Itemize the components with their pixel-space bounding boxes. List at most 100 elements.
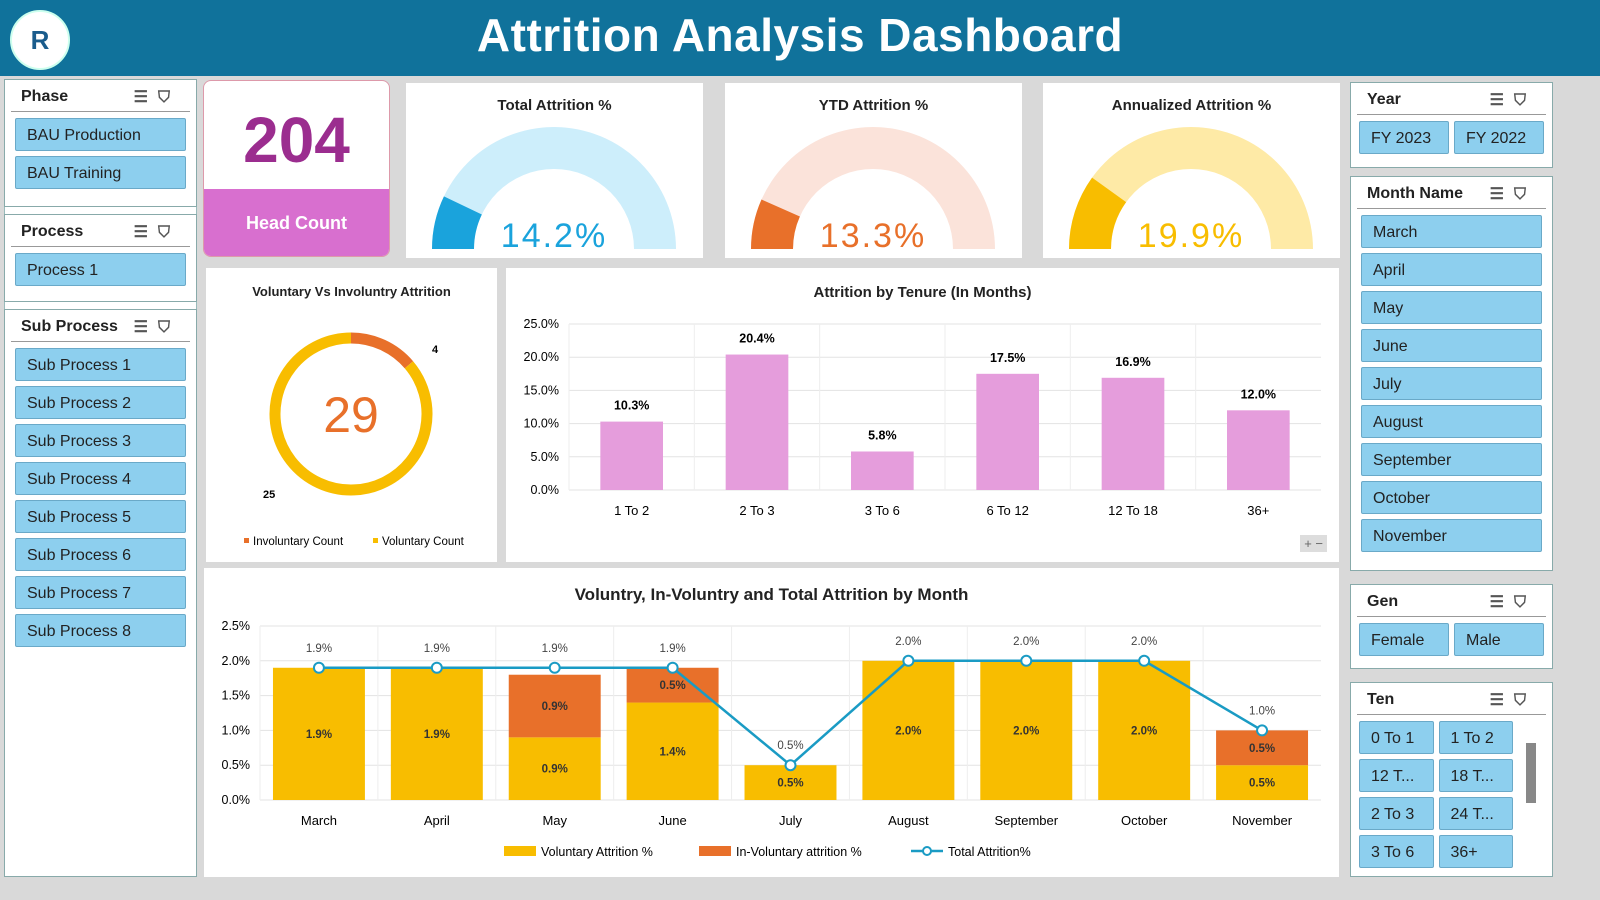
slicer-process: Process ☰⛉ Process 1: [4, 214, 197, 302]
slicer-item[interactable]: August: [1361, 405, 1542, 438]
gauge-title: YTD Attrition %: [818, 97, 929, 114]
slicer-item[interactable]: November: [1361, 519, 1542, 552]
slicer-item[interactable]: 2 To 3: [1359, 797, 1434, 830]
slicer-item[interactable]: Process 1: [15, 253, 186, 286]
clear-filter-icon[interactable]: ⛉: [1513, 691, 1536, 709]
line-point: [784, 759, 797, 772]
slicer-item[interactable]: 0 To 1: [1359, 721, 1434, 754]
slicer-item[interactable]: 1 To 2: [1438, 721, 1513, 754]
gauge-value: 14.2%: [501, 217, 607, 255]
slicer-item[interactable]: September: [1361, 443, 1542, 476]
bar: [600, 421, 663, 490]
x-tick-label: September: [994, 813, 1058, 828]
gauge-card: Total Attrition % 14.2%: [406, 83, 703, 258]
data-label: 0.5%: [777, 740, 803, 752]
slicer-item[interactable]: Sub Process 5: [15, 500, 186, 533]
slicer-item[interactable]: BAU Production: [15, 118, 186, 151]
slicer-item[interactable]: 3 To 6: [1359, 835, 1434, 868]
gauge-fill: [432, 196, 482, 249]
bar-segment: [390, 667, 483, 800]
x-tick-label: 36+: [1247, 503, 1269, 518]
data-label: 0.5%: [1249, 778, 1275, 790]
multi-select-icon[interactable]: ☰: [1489, 91, 1514, 109]
slicer-item[interactable]: April: [1361, 253, 1542, 286]
data-label: 5.8%: [868, 428, 897, 442]
gauge-card: YTD Attrition % 13.3%: [725, 83, 1022, 258]
x-tick-label: 12 To 18: [1108, 503, 1158, 518]
y-tick-label: 25.0%: [524, 317, 559, 331]
slicer-item[interactable]: 24 T...: [1438, 797, 1513, 830]
gauge-fill: [1069, 177, 1127, 249]
bar-segment: [508, 737, 601, 800]
data-label: 0.5%: [660, 680, 686, 692]
slicer-item[interactable]: BAU Training: [15, 156, 186, 189]
slicer-item[interactable]: FY 2022: [1454, 121, 1544, 154]
legend-label: Voluntary Count: [382, 536, 465, 548]
slicer-item[interactable]: March: [1361, 215, 1542, 248]
line-point: [1138, 654, 1151, 667]
slicer-item[interactable]: 12 T...: [1359, 759, 1434, 792]
slicer-month: Month Name ☰⛉ March April May June July August S…: [1350, 176, 1553, 571]
data-label: 1.0%: [1249, 705, 1275, 717]
scrollbar[interactable]: [1526, 743, 1536, 803]
slicer-item[interactable]: 18 T...: [1438, 759, 1513, 792]
data-label: 2.0%: [1013, 725, 1039, 737]
data-label: 1.9%: [660, 643, 686, 655]
slicer-item[interactable]: Sub Process 4: [15, 462, 186, 495]
slicer-item[interactable]: June: [1361, 329, 1542, 362]
slicer-item[interactable]: Sub Process 1: [15, 348, 186, 381]
slicer-item[interactable]: Sub Process 3: [15, 424, 186, 457]
clear-filter-icon[interactable]: ⛉: [1513, 91, 1536, 109]
data-label: 2.0%: [895, 725, 921, 737]
slicer-item[interactable]: Sub Process 7: [15, 576, 186, 609]
slicer-item[interactable]: Female: [1359, 623, 1449, 656]
slicer-item[interactable]: Sub Process 8: [15, 614, 186, 647]
data-label: 2.0%: [1013, 636, 1039, 648]
data-label: 12.0%: [1241, 387, 1276, 401]
chart-title: Voluntry, In-Voluntry and Total Attritio…: [574, 585, 969, 604]
slicer-title: Sub Process: [21, 317, 118, 335]
legend-label: Involuntary Count: [253, 536, 344, 548]
donut-center-value: 29: [323, 387, 379, 443]
data-label: 16.9%: [1115, 355, 1150, 369]
slicer-item[interactable]: FY 2023: [1359, 121, 1449, 154]
multi-select-icon[interactable]: ☰: [1489, 185, 1514, 203]
slicer-item[interactable]: July: [1361, 367, 1542, 400]
multi-select-icon[interactable]: ☰: [1489, 593, 1514, 611]
clear-filter-icon[interactable]: ⛉: [1513, 593, 1536, 611]
clear-filter-icon[interactable]: ⛉: [157, 318, 180, 336]
slicer-gen: Gen ☰⛉ Female Male: [1350, 584, 1553, 669]
multi-select-icon[interactable]: ☰: [133, 223, 158, 241]
line-point: [1256, 724, 1269, 737]
multi-select-icon[interactable]: ☰: [133, 88, 158, 106]
zoom-buttons[interactable]: + −: [1300, 535, 1327, 552]
data-label: 4: [432, 344, 439, 356]
slicer-item[interactable]: October: [1361, 481, 1542, 514]
x-tick-label: June: [659, 813, 687, 828]
slicer-item[interactable]: Male: [1454, 623, 1544, 656]
bar-segment: [1216, 765, 1309, 800]
y-tick-label: 20.0%: [524, 350, 559, 364]
x-tick-label: 1 To 2: [614, 503, 649, 518]
x-tick-label: May: [542, 813, 567, 828]
data-label: 1.9%: [542, 643, 568, 655]
bar: [1227, 410, 1290, 490]
slicer-item[interactable]: Sub Process 6: [15, 538, 186, 571]
slicer-sub_process: Sub Process ☰⛉ Sub Process 1 Sub Process 2 S…: [4, 309, 197, 877]
slicer-item[interactable]: May: [1361, 291, 1542, 324]
multi-select-icon[interactable]: ☰: [133, 318, 158, 336]
multi-select-icon[interactable]: ☰: [1489, 691, 1514, 709]
x-tick-label: April: [424, 813, 450, 828]
bar: [1101, 377, 1165, 490]
clear-filter-icon[interactable]: ⛉: [1513, 185, 1536, 203]
data-label: 1.9%: [424, 729, 450, 741]
gauge-title: Total Attrition %: [497, 97, 612, 114]
clear-filter-icon[interactable]: ⛉: [157, 88, 180, 106]
legend-swatch: [922, 846, 932, 856]
y-tick-label: 0.0%: [222, 793, 251, 807]
clear-filter-icon[interactable]: ⛉: [157, 223, 180, 241]
slicer-item[interactable]: Sub Process 2: [15, 386, 186, 419]
head-count-card: 204 Head Count: [203, 80, 390, 257]
slicer-item[interactable]: 36+: [1438, 835, 1513, 868]
slicer-title: Process: [21, 222, 84, 240]
